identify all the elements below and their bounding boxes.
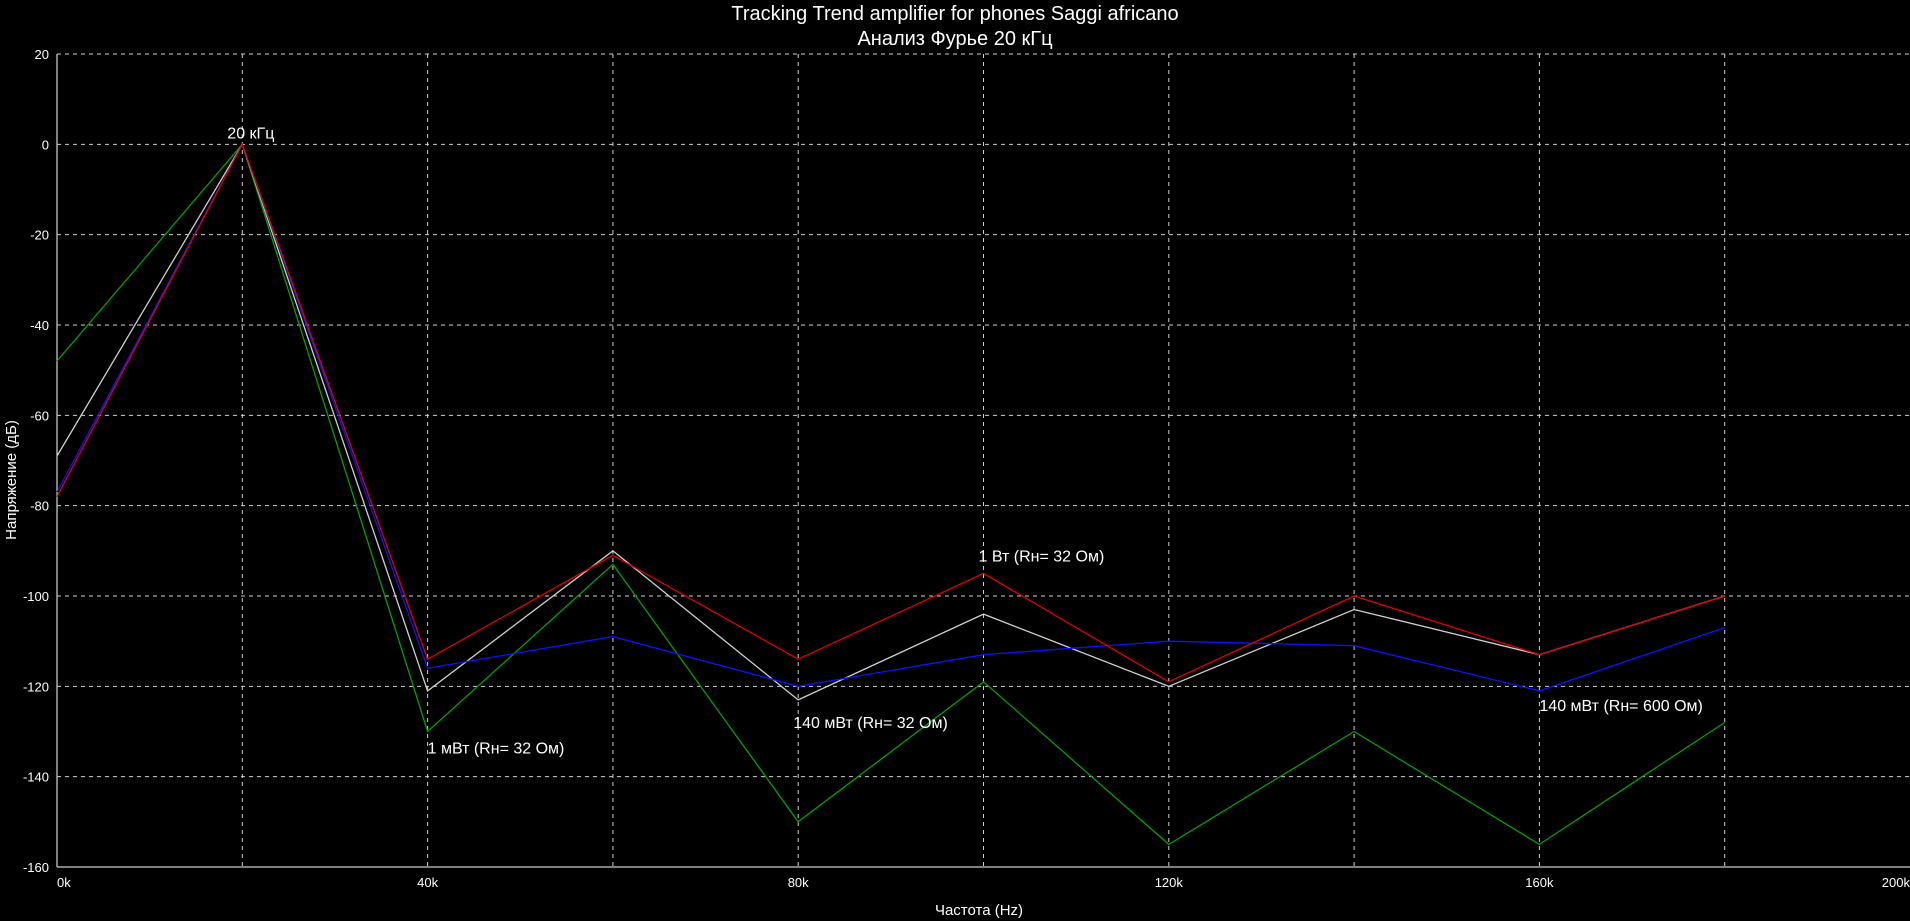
chart-subtitle: Анализ Фурье 20 кГц <box>857 28 1052 50</box>
x-axis-label: Частота (Hz) <box>935 902 1023 919</box>
series-line-3 <box>56 142 1725 692</box>
annotation-label: 140 мВт (Rн= 32 Ом) <box>793 715 948 732</box>
x-tick-label: 40k <box>417 875 438 890</box>
y-tick-label: -60 <box>30 408 49 423</box>
annotation-label: 1 Вт (Rн= 32 Ом) <box>979 548 1105 565</box>
annotation-label: 20 кГц <box>227 125 274 142</box>
y-axis-ticks: 20 0 -20 -40 -60 -80 -100 -120 -140 -160 <box>23 47 49 875</box>
y-tick-label: -120 <box>23 679 49 694</box>
chart-title: Tracking Trend amplifier for phones Sagg… <box>731 3 1178 25</box>
y-tick-label: 20 <box>35 47 49 62</box>
annotation-label: 1 мВт (Rн= 32 Ом) <box>428 741 565 758</box>
x-tick-label: 120k <box>1155 875 1184 890</box>
y-tick-label: -160 <box>23 860 49 875</box>
x-tick-label: 160k <box>1525 875 1554 890</box>
y-axis-label: Напряжение (дБ) <box>3 420 20 540</box>
y-tick-label: -40 <box>30 318 49 333</box>
x-tick-label: 0k <box>57 875 71 890</box>
x-tick-label: 200k <box>1882 875 1910 890</box>
series-group <box>56 142 1726 846</box>
y-tick-label: -140 <box>23 770 49 785</box>
y-tick-label: -100 <box>23 589 49 604</box>
series-line-1 <box>56 142 1726 846</box>
annotations: 20 кГц 1 мВт (Rн= 32 Ом) 140 мВт (Rн= 32 О… <box>227 125 1703 757</box>
series-line-2 <box>56 142 1725 701</box>
series-line-4 <box>56 142 1725 683</box>
grid <box>56 53 1910 868</box>
y-tick-label: 0 <box>42 137 49 152</box>
y-tick-label: -20 <box>30 228 49 243</box>
annotation-label: 140 мВт (Rн= 600 Ом) <box>1539 698 1702 715</box>
x-axis-ticks: 0k 40k 80k 120k 160k 200k <box>57 875 1910 890</box>
y-tick-label: -80 <box>30 499 49 514</box>
x-tick-label: 80k <box>788 875 809 890</box>
